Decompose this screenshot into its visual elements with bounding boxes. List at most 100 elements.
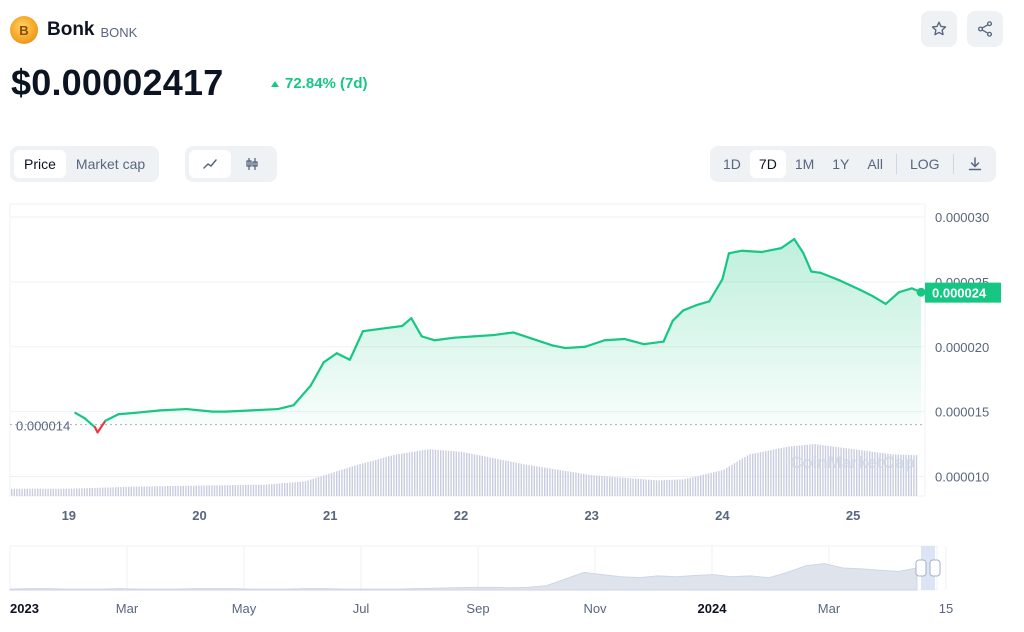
coin-symbol: BONK <box>100 24 138 40</box>
volume-bar <box>107 487 109 496</box>
watchlist-star-button[interactable] <box>921 11 957 47</box>
volume-bar <box>863 450 866 496</box>
volume-bar <box>398 453 400 496</box>
volume-bar <box>466 452 468 496</box>
volume-bar <box>882 453 884 496</box>
volume-bar <box>884 453 886 496</box>
range-all[interactable]: All <box>867 156 883 172</box>
range-7d[interactable]: 7D <box>749 150 786 178</box>
volume-bar <box>866 450 868 496</box>
price-area-fill <box>75 239 922 433</box>
volume-bar <box>52 488 54 496</box>
range-navigator[interactable]: 2023 Mar May Jul Sep Nov 2024 Mar 15 <box>0 540 1024 620</box>
volume-bar <box>252 484 255 496</box>
volume-bar <box>850 448 853 496</box>
volume-bar <box>57 488 60 496</box>
volume-bar <box>234 485 236 496</box>
volume-bar <box>359 464 361 496</box>
volume-bar <box>182 485 184 496</box>
volume-bar <box>96 487 99 496</box>
volume-bar <box>161 486 164 496</box>
line-chart-button[interactable] <box>189 150 231 178</box>
volume-bar <box>609 476 611 496</box>
price-line-segment <box>871 295 887 306</box>
price-line-segment <box>401 317 413 328</box>
volume-bar <box>406 452 408 496</box>
volume-bar <box>736 461 738 496</box>
navigator-handle[interactable] <box>915 559 927 577</box>
navigator-selection[interactable] <box>921 546 935 590</box>
price-chart[interactable]: 0.0000300.0000250.0000200.0000150.000010… <box>0 196 1024 526</box>
volume-bar <box>268 484 270 496</box>
volume-bar <box>372 460 374 496</box>
volume-bar <box>24 488 26 496</box>
volume-bar <box>83 488 86 496</box>
navigator-tick-label: Mar <box>818 601 841 616</box>
volume-bar <box>668 479 671 496</box>
price-line-segment <box>420 335 436 342</box>
volume-bar <box>255 484 257 496</box>
volume-bar <box>559 470 561 496</box>
divider <box>952 154 954 174</box>
tab-price[interactable]: Price <box>14 150 66 178</box>
volume-bar <box>897 454 899 496</box>
volume-bar <box>528 465 530 496</box>
volume-bar <box>507 461 509 496</box>
volume-bar <box>424 449 426 496</box>
volume-bar <box>874 451 876 496</box>
download-button[interactable] <box>958 150 992 178</box>
volume-bar <box>338 470 340 496</box>
volume-bar <box>450 450 452 496</box>
x-tick-label: 25 <box>846 508 860 523</box>
price-line-segment <box>276 404 295 411</box>
navigator-handle[interactable] <box>929 559 941 577</box>
volume-bar <box>245 484 247 496</box>
volume-bar <box>749 454 751 496</box>
volume-bar <box>744 456 746 496</box>
volume-bar <box>310 479 312 496</box>
volume-bar <box>520 463 522 496</box>
volume-bar <box>856 449 858 496</box>
volume-bar <box>512 462 515 496</box>
share-button[interactable] <box>967 11 1003 47</box>
volume-bar <box>393 455 395 496</box>
volume-bar <box>772 449 775 496</box>
time-range-selector: 1D 7D 1M 1Y All LOG <box>710 146 996 182</box>
price-line-segment <box>760 247 783 254</box>
volume-bar <box>250 484 252 496</box>
price-line-segment <box>695 300 711 307</box>
tab-market-cap[interactable]: Market cap <box>75 156 146 172</box>
up-arrow-icon <box>271 80 279 87</box>
volume-bar <box>585 474 587 496</box>
volume-bar <box>247 484 249 496</box>
volume-bar <box>375 459 377 496</box>
volume-bar <box>598 475 600 496</box>
range-1y[interactable]: 1Y <box>832 156 850 172</box>
volume-bar <box>900 454 902 496</box>
volume-bar <box>60 488 62 496</box>
download-icon <box>968 157 981 171</box>
volume-bar <box>364 462 366 496</box>
volume-bar <box>510 461 512 496</box>
volume-bar <box>835 446 837 496</box>
volume-bar <box>260 484 262 496</box>
volume-bar <box>273 483 275 496</box>
volume-bar <box>445 450 447 496</box>
range-1m[interactable]: 1M <box>794 156 815 172</box>
range-1d[interactable]: 1D <box>723 156 741 172</box>
volume-bar <box>125 486 127 496</box>
volume-bar <box>601 475 603 496</box>
volume-bar <box>796 445 798 496</box>
volume-bar <box>187 485 190 496</box>
navigator-series <box>9 563 918 591</box>
volume-bar <box>434 449 437 496</box>
volume-bar <box>325 474 327 496</box>
y-tick-label: 0.000020 <box>935 340 989 355</box>
price-line-segment <box>793 237 805 255</box>
candlestick-chart-button[interactable] <box>231 150 273 178</box>
volume-bar <box>232 485 234 496</box>
log-scale-toggle[interactable]: LOG <box>909 156 940 172</box>
navigator-tick-label: Mar <box>116 601 139 616</box>
volume-bar <box>635 478 637 496</box>
volume-bar <box>258 484 260 496</box>
